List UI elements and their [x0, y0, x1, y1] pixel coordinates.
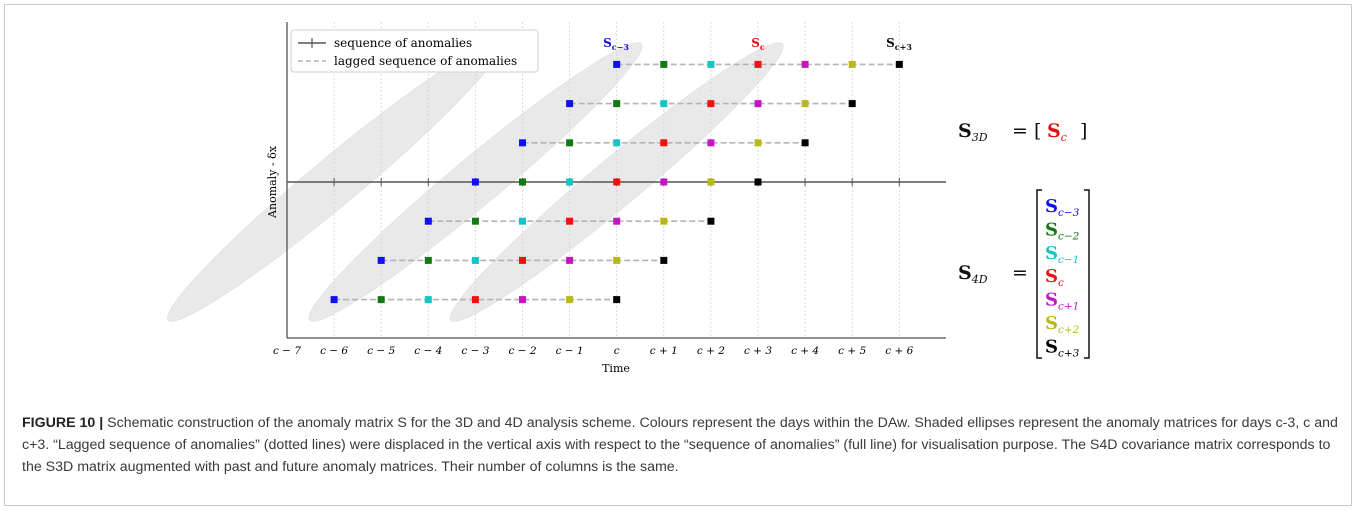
caption-text: Schematic construction of the anomaly ma… [22, 415, 1338, 475]
anomaly-square [660, 256, 668, 264]
eq4d-right-bracket [1084, 189, 1090, 359]
eq4d-item: Sc−2 [1045, 219, 1080, 242]
anomaly-square [848, 60, 856, 68]
legend: sequence of anomalies lagged sequence of… [290, 29, 539, 73]
x-tick-label: c − 2 [508, 345, 536, 357]
anomaly-square [424, 256, 432, 264]
anomaly-square [754, 60, 762, 68]
x-tick-label: c + 4 [791, 345, 819, 357]
caption-label: FIGURE 10 | [22, 415, 104, 431]
y-axis-label: Anomaly - δx [266, 145, 279, 219]
anomaly-square [895, 60, 903, 68]
anomaly-square [801, 139, 809, 147]
anomaly-square [519, 296, 526, 304]
legend-dashed-label: lagged sequence of anomalies [334, 54, 517, 68]
anomaly-square [848, 100, 856, 108]
anomaly-square [707, 60, 715, 68]
anomaly-square [566, 217, 574, 225]
eq4d-left-bracket [1036, 189, 1042, 359]
anomaly-square [660, 178, 668, 186]
eq3d-item: Sc [1047, 120, 1067, 144]
anomaly-square [707, 139, 715, 147]
x-tick-label: c + 5 [838, 345, 866, 357]
axes [286, 22, 946, 339]
x-tick-label: c − 5 [367, 345, 395, 357]
anomaly-square [519, 217, 526, 225]
x-tick-label: c − 6 [320, 345, 348, 357]
figure-caption: FIGURE 10 | Schematic construction of th… [22, 412, 1338, 478]
eq4d-item: Sc+2 [1045, 313, 1080, 336]
eq3d-close: ] [1080, 120, 1087, 142]
eq4d-item: Sc−1 [1045, 243, 1079, 266]
x-tick-label: c − 1 [556, 345, 584, 357]
x-tick-label: c + 6 [885, 345, 913, 357]
eq4d-item: Sc+3 [1045, 336, 1080, 359]
anomaly-square [566, 178, 574, 186]
anomaly-square [613, 256, 621, 264]
x-tick-labels: c − 7 c − 6 c − 5 c − 4 c − 3 c − 2 c − 1 c c + … [273, 345, 914, 357]
anomaly-square [801, 60, 809, 68]
eq4d-lhs: S4D [958, 262, 988, 286]
anomaly-square [519, 139, 526, 147]
anomaly-square [660, 217, 668, 225]
anomaly-square [754, 139, 762, 147]
label-s-c-minus-3: Sc−3 [603, 36, 629, 52]
anomaly-square [424, 296, 432, 304]
anomaly-square [613, 60, 621, 68]
anomaly-square [660, 139, 668, 147]
anomaly-figure: c − 7 c − 6 c − 5 c − 4 c − 3 c − 2 c − 1 c c + … [167, 22, 1090, 375]
label-s-c: Sc [751, 36, 765, 52]
eq4d-item: Sc [1045, 266, 1064, 289]
anomaly-square [471, 178, 479, 186]
anomaly-square [519, 256, 526, 264]
anomaly-square [613, 178, 621, 186]
eq3d-lhs: S3D [958, 120, 988, 144]
anomaly-square [424, 217, 432, 225]
anomaly-square [566, 139, 574, 147]
x-tick-label: c + 2 [697, 345, 725, 357]
x-tick-label: c − 4 [414, 345, 442, 357]
anomaly-square [754, 100, 762, 108]
anomaly-square [377, 296, 385, 304]
top-labels: Sc−3 Sc Sc+3 [603, 36, 912, 52]
anomaly-square [330, 296, 338, 304]
anomaly-square [660, 60, 668, 68]
anomaly-square [707, 100, 715, 108]
anomaly-square [566, 296, 574, 304]
anomaly-square [613, 296, 621, 304]
label-s-c-plus-3: Sc+3 [886, 36, 912, 52]
anomaly-square [566, 100, 574, 108]
anomaly-square [660, 100, 668, 108]
legend-solid-label: sequence of anomalies [334, 36, 472, 50]
eq4d-item: Sc+1 [1045, 290, 1079, 313]
x-axis-label: Time [602, 362, 630, 375]
anomaly-square [519, 178, 526, 186]
anomaly-square [566, 256, 574, 264]
anomaly-square [707, 178, 715, 186]
eq4d-equals: = [1012, 262, 1028, 284]
anomaly-square [801, 100, 809, 108]
anomaly-square [471, 296, 479, 304]
anomaly-square [707, 217, 715, 225]
x-tick-label: c + 3 [744, 345, 772, 357]
anomaly-square [754, 178, 762, 186]
anomaly-square [613, 139, 621, 147]
x-tick-label: c − 3 [461, 345, 489, 357]
x-tick-label: c + 1 [650, 345, 678, 357]
eq4d-item: Sc−3 [1045, 196, 1080, 219]
equation-3d: S3D = [ Sc ] [958, 120, 1087, 144]
anomaly-square [471, 256, 479, 264]
legend-box [290, 29, 539, 73]
eq3d-equals: = [ [1012, 120, 1041, 142]
anomaly-square [613, 217, 621, 225]
anomaly-square [613, 100, 621, 108]
anomaly-square [377, 256, 385, 264]
lagged-rows [330, 60, 903, 304]
x-tick-label: c − 7 [273, 345, 301, 357]
x-tick-label: c [614, 345, 620, 357]
anomaly-square [471, 217, 479, 225]
